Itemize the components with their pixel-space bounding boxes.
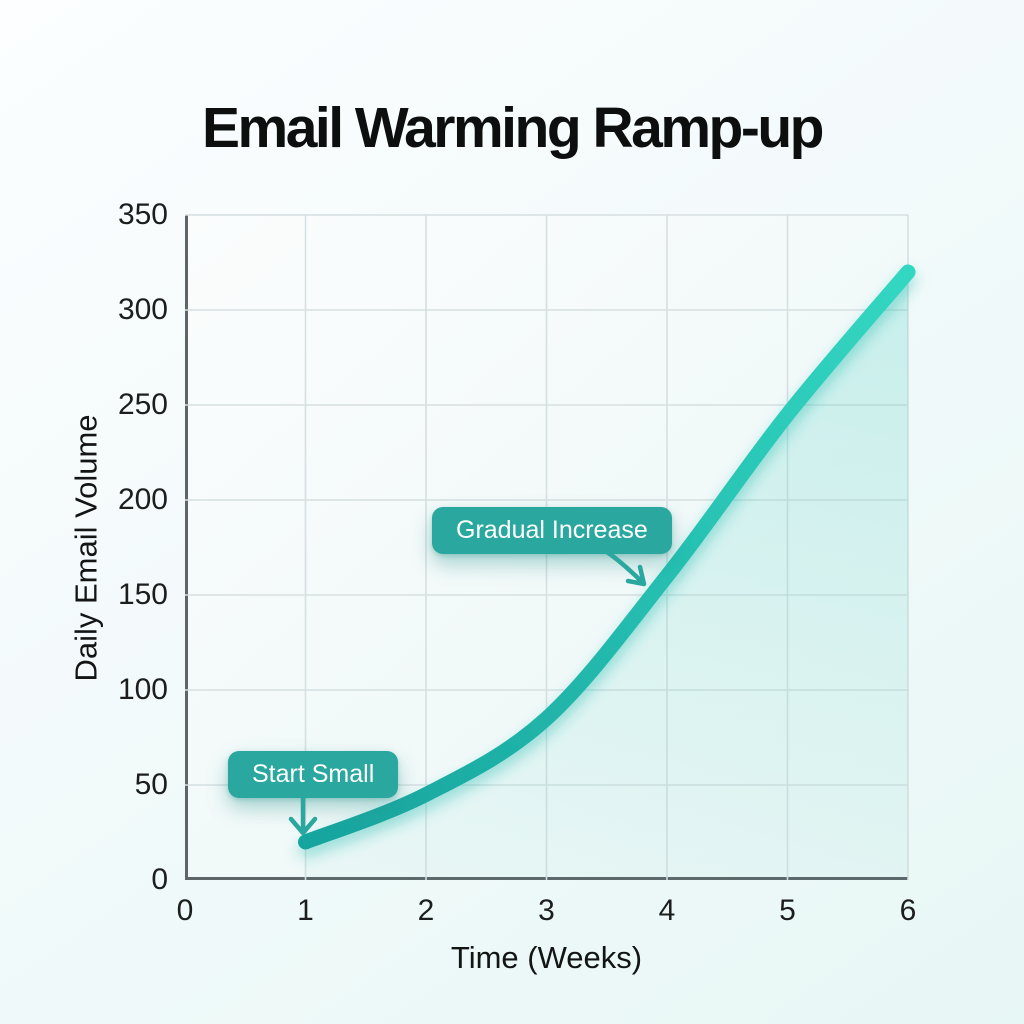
gradual-increase-arrow-icon (604, 549, 647, 587)
y-tick-label: 50 (134, 768, 168, 801)
ramp-up-line (298, 264, 916, 850)
y-tick-label: 150 (117, 578, 168, 611)
x-tick-label: 5 (779, 894, 796, 927)
chart-title: Email Warming Ramp-up (202, 96, 824, 160)
line-chart-canvas (185, 214, 916, 880)
annotation-gradual-increase: Gradual Increase (432, 507, 672, 554)
x-tick-label: 0 (176, 894, 194, 927)
x-tick-label: 1 (297, 894, 314, 927)
annotation-start-small: Start Small (228, 751, 399, 798)
x-tick-label: 4 (658, 894, 676, 927)
y-tick-label: 200 (117, 483, 168, 516)
start-small-arrow-icon (288, 793, 318, 836)
y-tick-label: 0 (151, 863, 168, 896)
x-tick-label: 3 (538, 894, 555, 927)
y-tick-label: 100 (117, 673, 168, 706)
x-axis-ticks: 0 1 2 3 4 5 6 (177, 894, 917, 934)
y-tick-label: 350 (117, 198, 168, 231)
y-axis-ticks: 0 50 100 150 200 250 300 350 (0, 198, 168, 896)
x-tick-label: 2 (417, 894, 435, 927)
x-tick-label: 6 (899, 894, 917, 927)
area-fill (305, 272, 908, 880)
y-tick-label: 250 (117, 388, 168, 421)
x-axis-title: Time (Weeks) (450, 940, 643, 975)
y-tick-label: 300 (117, 293, 168, 326)
